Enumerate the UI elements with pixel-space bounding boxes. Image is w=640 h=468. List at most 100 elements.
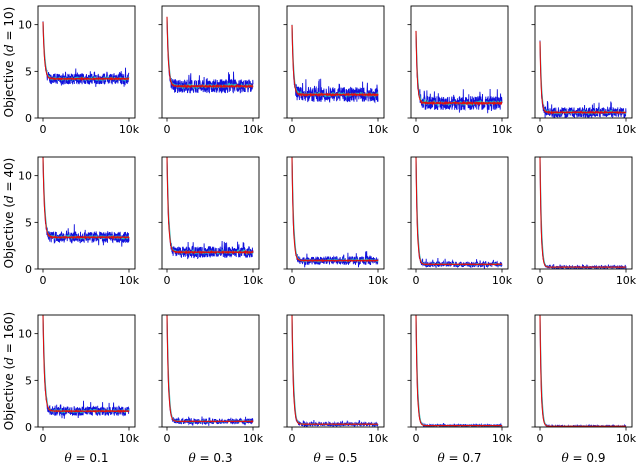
panel-curves bbox=[415, 315, 503, 427]
panel-frame bbox=[534, 156, 633, 270]
mean-objective-line bbox=[291, 315, 379, 426]
x-tick-label: 10k bbox=[616, 123, 637, 136]
smoothed-objective-line bbox=[415, 157, 503, 267]
x-tick-label: 10k bbox=[616, 432, 637, 445]
smoothed-objective-line bbox=[166, 315, 254, 424]
raw-objective-line bbox=[166, 17, 254, 94]
y-tick-label: 10 bbox=[18, 170, 32, 183]
raw-objective-line bbox=[291, 315, 379, 427]
mean-objective-line bbox=[415, 315, 503, 427]
y-tick-label: 0 bbox=[25, 263, 32, 276]
x-tick-label: 0 bbox=[40, 123, 47, 136]
raw-objective-line bbox=[539, 157, 627, 269]
x-tick-label: 0 bbox=[413, 432, 420, 445]
smoothed-objective-line bbox=[166, 17, 254, 90]
raw-objective-line bbox=[291, 157, 379, 268]
x-tick-label: 10k bbox=[368, 432, 389, 445]
panel-curves bbox=[166, 157, 254, 260]
x-tick-label: 0 bbox=[537, 123, 544, 136]
panel-frame bbox=[37, 156, 136, 270]
panel-frame bbox=[410, 5, 509, 119]
x-tick-label: 10k bbox=[119, 274, 140, 287]
panel-r0-c3: 0 10k bbox=[407, 5, 513, 136]
y-tick-label: 10 bbox=[18, 19, 32, 32]
mean-objective-line bbox=[42, 21, 130, 82]
smoothed-objective-line bbox=[291, 24, 379, 99]
panel-frame bbox=[37, 314, 136, 428]
panel-r0-c4: 0 10k bbox=[531, 5, 637, 136]
x-tick-label: 0 bbox=[40, 274, 47, 287]
panel-r1-c1: 0 10k bbox=[158, 156, 264, 287]
smoothed-objective-line bbox=[166, 157, 254, 256]
mean-objective-line bbox=[42, 315, 130, 414]
panel-curves bbox=[291, 157, 379, 268]
x-tick-label: 0 bbox=[537, 432, 544, 445]
panel-r0-c2: 0 10k bbox=[283, 5, 389, 136]
x-tick-label: 10k bbox=[119, 123, 140, 136]
x-tick-label: 0 bbox=[40, 432, 47, 445]
panel-r1-c2: 0 10k bbox=[283, 156, 389, 287]
panel-frame bbox=[37, 5, 136, 119]
panel-curves bbox=[539, 40, 627, 118]
panel-curves bbox=[291, 315, 379, 427]
mean-objective-line bbox=[539, 41, 627, 115]
panel-frame bbox=[161, 314, 260, 428]
raw-objective-line bbox=[415, 157, 503, 269]
raw-objective-line bbox=[291, 25, 379, 104]
col-label-3: θ = 0.7 bbox=[437, 451, 481, 465]
panel-frame bbox=[534, 5, 633, 119]
raw-objective-line bbox=[415, 315, 503, 427]
x-tick-label: 10k bbox=[492, 432, 513, 445]
y-tick-label: 5 bbox=[25, 65, 32, 78]
x-tick-label: 10k bbox=[243, 123, 264, 136]
panel-r2-c0: 0 10k 0 5 10 bbox=[18, 314, 140, 445]
x-tick-label: 0 bbox=[164, 432, 171, 445]
x-tick-label: 0 bbox=[164, 274, 171, 287]
smoothed-objective-line bbox=[291, 315, 378, 426]
raw-objective-line bbox=[415, 31, 503, 114]
y-tick-label: 0 bbox=[25, 112, 32, 125]
panel-curves bbox=[415, 157, 503, 269]
panel-curves bbox=[42, 315, 130, 419]
smoothed-objective-line bbox=[415, 31, 503, 108]
mean-objective-line bbox=[166, 157, 254, 255]
raw-objective-line bbox=[42, 316, 130, 419]
col-label-4: θ = 0.9 bbox=[561, 451, 605, 465]
y-tick-label: 5 bbox=[25, 216, 32, 229]
col-label-0: θ = 0.1 bbox=[64, 451, 108, 465]
x-tick-label: 0 bbox=[413, 123, 420, 136]
col-label-1: θ = 0.3 bbox=[188, 451, 232, 465]
panel-frame bbox=[286, 314, 385, 428]
x-tick-label: 0 bbox=[289, 432, 296, 445]
raw-objective-line bbox=[539, 315, 627, 427]
smoothed-objective-line bbox=[291, 157, 379, 263]
smoothed-objective-line bbox=[539, 157, 627, 269]
panel-r0-c0: 0 10k 0 5 10 bbox=[18, 5, 140, 136]
panel-frame bbox=[161, 5, 260, 119]
x-tick-label: 0 bbox=[537, 274, 544, 287]
x-tick-label: 0 bbox=[164, 123, 171, 136]
mean-objective-line bbox=[539, 157, 627, 268]
panel-r1-c3: 0 10k bbox=[407, 156, 513, 287]
panel-curves bbox=[539, 315, 627, 427]
panel-r0-c1: 0 10k bbox=[158, 5, 264, 136]
x-tick-label: 10k bbox=[119, 432, 140, 445]
smoothed-objective-line bbox=[42, 315, 130, 415]
panel-curves bbox=[166, 315, 254, 426]
panel-frame bbox=[534, 314, 633, 428]
panel-r2-c2: 0 10k bbox=[283, 314, 389, 445]
x-tick-label: 10k bbox=[243, 432, 264, 445]
panel-r2-c4: 0 10k bbox=[531, 314, 637, 445]
mean-objective-line bbox=[415, 157, 503, 266]
panel-curves bbox=[166, 16, 254, 94]
x-tick-label: 0 bbox=[289, 123, 296, 136]
panel-curves bbox=[42, 21, 130, 87]
raw-objective-line bbox=[166, 315, 254, 426]
panel-frame bbox=[410, 156, 509, 270]
raw-objective-line bbox=[42, 158, 130, 247]
y-tick-label: 5 bbox=[25, 374, 32, 387]
smoothed-objective-line bbox=[415, 315, 503, 427]
mean-objective-line bbox=[415, 30, 503, 106]
y-tick-label: 0 bbox=[25, 421, 32, 434]
panel-r1-c4: 0 10k bbox=[531, 156, 637, 287]
